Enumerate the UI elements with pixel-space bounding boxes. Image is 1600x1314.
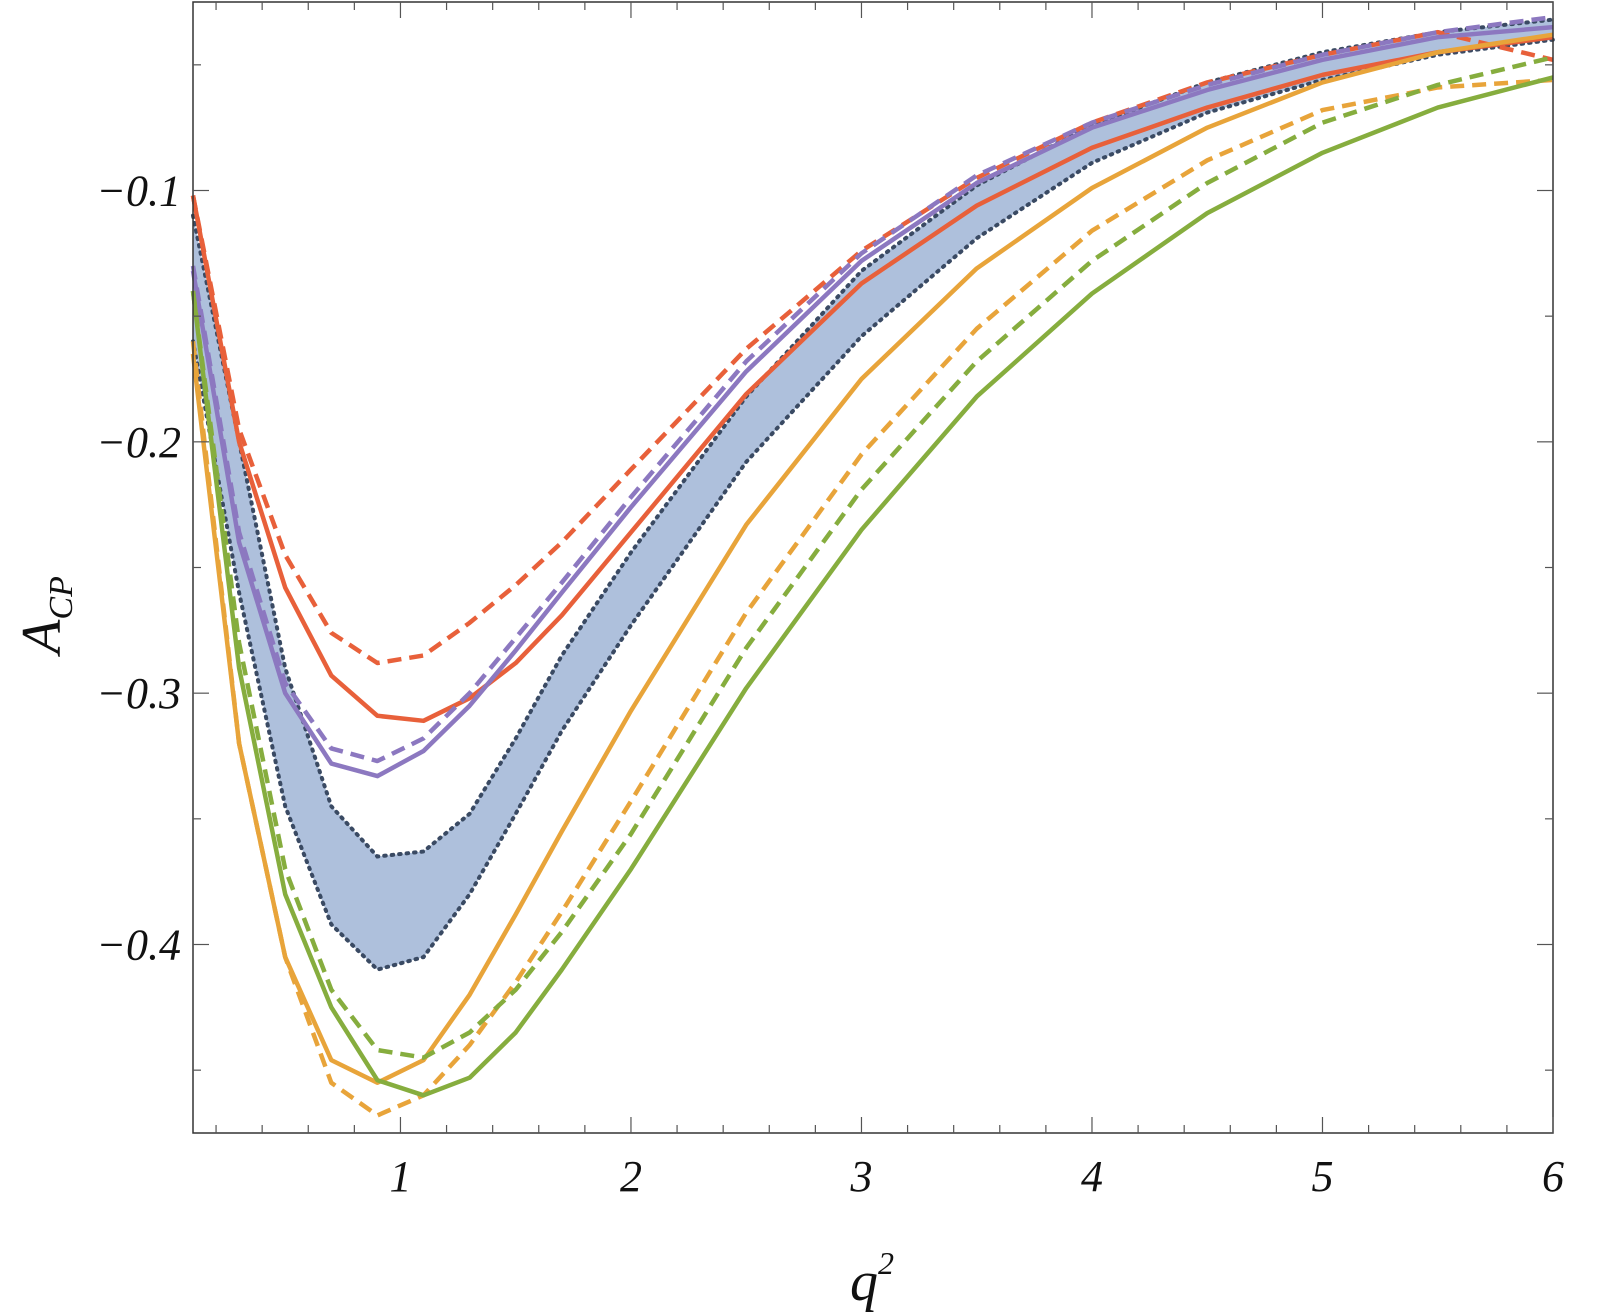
x-axis-title-main: q [850, 1251, 878, 1313]
series-line-8-dashed [190, 55, 1554, 1060]
uncertainty-band-fill [193, 19, 1553, 970]
tick-layer [193, 2, 1554, 1133]
series-line-6-dashed [190, 77, 1554, 1118]
series-line-2-dashed [190, 29, 1554, 666]
x-tick-label: 2 [620, 1152, 642, 1201]
series-line-3-solid [190, 24, 1554, 779]
x-tick-label: 1 [389, 1152, 411, 1201]
y-axis-title-main: A [11, 619, 73, 658]
x-tick-label: 5 [1311, 1152, 1333, 1201]
x-axis-title-superscript: 2 [878, 1245, 894, 1281]
series-line-4-dashed [190, 14, 1554, 764]
series-layer [190, 14, 1554, 1118]
y-tick-label: −0.1 [96, 167, 181, 216]
y-axis-title: ACP [11, 576, 80, 658]
series-line-7-solid [190, 75, 1554, 1098]
y-tick-label: −0.2 [96, 418, 181, 467]
y-tick-label: −0.4 [96, 921, 181, 970]
y-axis-title-subscript: CP [43, 576, 80, 619]
x-axis-title: q2 [850, 1245, 894, 1313]
uncertainty-band-lower-edge [191, 37, 1555, 972]
x-tick-label: 4 [1081, 1152, 1103, 1201]
tick-label-layer: 1 2 3 4 5 6 −0.1 −0.2 −0.3 −0.4 [96, 167, 1564, 1202]
series-line-5-solid [190, 32, 1554, 1085]
x-tick-label: 3 [849, 1152, 872, 1201]
x-tick-label: 6 [1542, 1152, 1564, 1201]
series-line-1-solid [190, 34, 1554, 724]
y-tick-label: −0.3 [96, 669, 181, 718]
